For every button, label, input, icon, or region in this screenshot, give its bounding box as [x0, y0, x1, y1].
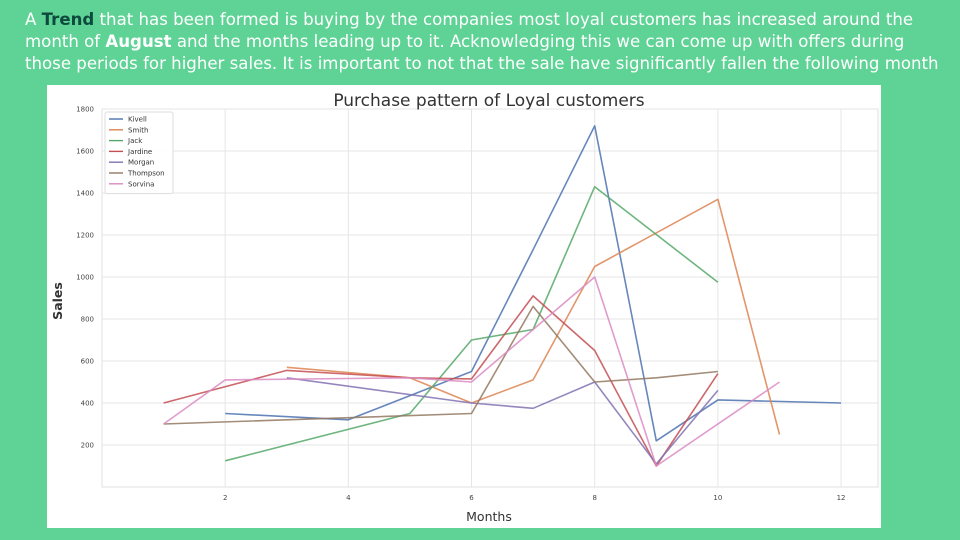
- series-line-jack: [225, 185, 719, 462]
- y-tick-label: 1200: [76, 232, 94, 240]
- x-tick-label: 10: [713, 494, 722, 502]
- x-tick-label: 6: [469, 494, 474, 502]
- line-chart: 200 400 600 800 1000 1200 1400 1600 1800 2 4 6 8 10 12…: [50, 91, 879, 524]
- plot-frame: [101, 108, 879, 488]
- x-tick-label: 2: [223, 494, 227, 502]
- y-tick-label: 1800: [76, 106, 94, 114]
- chart-legend: Kivell Smith Jack Jardine Morgan Thompson Sorv…: [104, 111, 174, 195]
- x-tick-label: 4: [346, 494, 351, 502]
- caption-text-3: and the months leading up to it. Acknowl…: [25, 32, 939, 73]
- legend-label-smith: Smith: [128, 126, 148, 134]
- y-tick-label: 800: [81, 316, 94, 324]
- caption-text-1: A: [25, 10, 42, 29]
- series-layer: [163, 124, 842, 467]
- x-tick-label: 8: [592, 494, 596, 502]
- series-line-jardine: [163, 295, 719, 467]
- legend-label-sorvina: Sorvina: [128, 180, 154, 188]
- caption-trend-highlight: Trend: [41, 10, 95, 29]
- x-axis-label: Months: [466, 509, 512, 524]
- series-line-thompson: [163, 305, 718, 425]
- x-tick-label: 12: [837, 494, 846, 502]
- chart-grid: [101, 108, 879, 488]
- series-line-kivell: [225, 124, 842, 442]
- slide-caption: A Trend that has been formed is buying b…: [25, 9, 945, 75]
- y-tick-label: 600: [81, 358, 94, 366]
- legend-label-jardine: Jardine: [127, 148, 152, 156]
- y-tick-label: 1600: [76, 148, 94, 156]
- chart-title: Purchase pattern of Loyal customers: [333, 91, 644, 111]
- series-line-morgan: [286, 377, 719, 465]
- series-line-sorvina: [163, 276, 780, 467]
- y-tick-label: 400: [81, 400, 94, 408]
- chart-card: 200 400 600 800 1000 1200 1400 1600 1800 2 4 6 8 10 12…: [47, 85, 881, 528]
- y-axis-label: Sales: [50, 282, 65, 320]
- legend-label-kivell: Kivell: [128, 116, 147, 124]
- legend-label-jack: Jack: [127, 137, 143, 145]
- axis-layer: 200 400 600 800 1000 1200 1400 1600 1800 2 4 6 8 10 12: [76, 106, 845, 503]
- y-tick-label: 1400: [76, 190, 94, 198]
- y-tick-label: 1000: [76, 274, 94, 282]
- legend-label-thompson: Thompson: [127, 170, 165, 178]
- caption-august-highlight: August: [105, 32, 172, 51]
- legend-label-morgan: Morgan: [128, 159, 154, 167]
- caption-text-2: that has been formed is buying by the co…: [25, 10, 914, 51]
- y-tick-label: 200: [81, 442, 94, 450]
